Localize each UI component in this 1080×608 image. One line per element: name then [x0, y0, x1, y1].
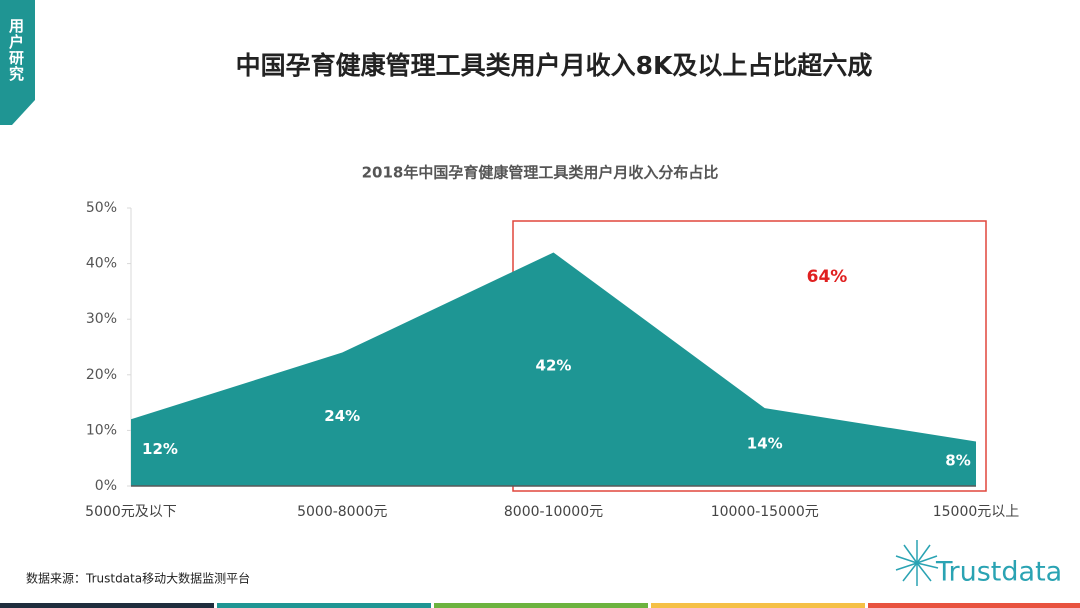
- stripe: [434, 603, 648, 608]
- x-tick-label: 8000-10000元: [504, 504, 603, 520]
- x-tick-label: 5000-8000元: [297, 504, 387, 520]
- y-tick-label: 50%: [86, 200, 117, 216]
- stripe: [0, 603, 214, 608]
- chart-title: 2018年中国孕育健康管理工具类用户月收入分布占比: [362, 164, 719, 182]
- side-tab: [0, 0, 35, 125]
- data-label: 24%: [324, 407, 360, 425]
- y-tick-label: 20%: [86, 367, 117, 383]
- y-tick-label: 10%: [86, 422, 117, 438]
- y-tick-label: 30%: [86, 311, 117, 327]
- logo-icon: [895, 540, 939, 586]
- stripe: [217, 603, 431, 608]
- x-tick-label: 10000-15000元: [711, 504, 819, 520]
- area: [131, 252, 976, 486]
- x-tick-label: 15000元以上: [933, 504, 1020, 520]
- data-label: 8%: [945, 451, 970, 469]
- y-tick-label: 0%: [95, 478, 117, 494]
- data-label: 12%: [142, 440, 178, 458]
- data-label: 42%: [536, 357, 572, 375]
- tab-label: 用户研究: [7, 18, 25, 82]
- stripe: [651, 603, 865, 608]
- annotation: 64%: [807, 267, 848, 287]
- page-title: 中国孕育健康管理工具类用户月收入8K及以上占比超六成: [236, 51, 873, 80]
- data-label: 14%: [747, 435, 783, 453]
- stripe: [868, 603, 1080, 608]
- x-tick-label: 5000元及以下: [85, 504, 177, 520]
- y-tick-label: 40%: [86, 256, 117, 272]
- logo: Trustdata: [935, 557, 1062, 588]
- source: 数据来源：Trustdata移动大数据监测平台: [26, 571, 250, 586]
